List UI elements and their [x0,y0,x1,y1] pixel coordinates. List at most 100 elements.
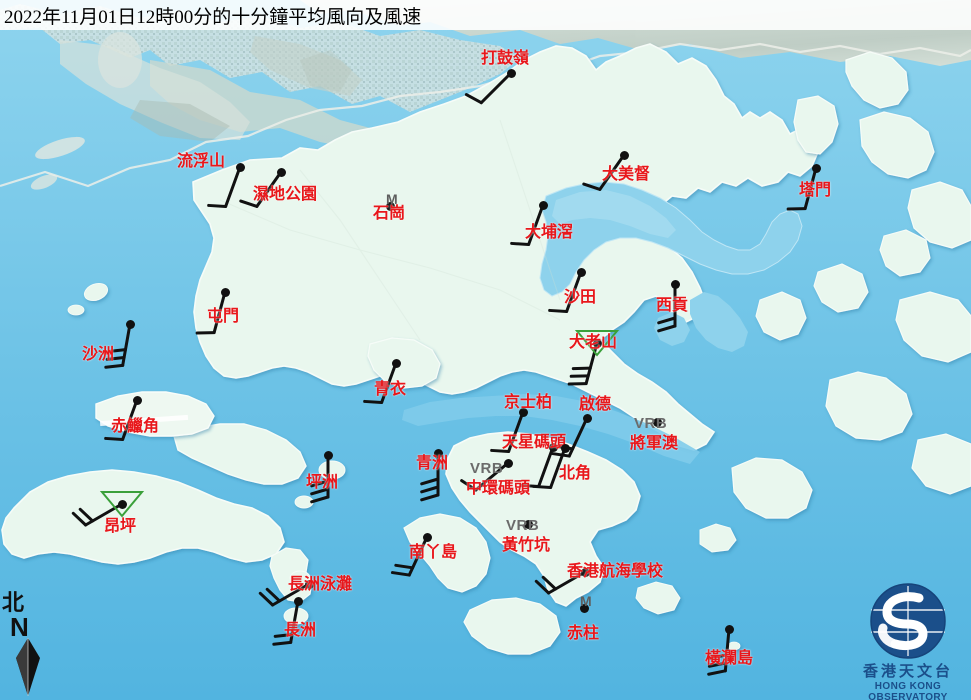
small-islands [67,51,971,655]
station-dot [391,358,401,368]
wind-barb-icon [420,451,440,502]
station-name-label: 長洲 [284,622,317,639]
station-name-label: 流浮山 [177,153,226,170]
station-dot [548,442,558,452]
wind-barb-icon [363,361,398,404]
variable-wind-label: VRB [506,517,540,534]
station-dot [724,624,734,634]
station-dot [323,450,333,460]
station-dot [579,603,589,613]
station-dot [276,167,286,177]
station-name-label: 石崗 [373,205,406,222]
station-dot [132,395,142,405]
wind-barb-icon [582,153,626,191]
wind-barb-icon [104,398,139,441]
station-name-label: 屯門 [207,308,240,325]
station-name-label: 打鼓嶺 [481,50,530,67]
station-dot [304,579,314,589]
station-name-label: 黃竹坑 [502,537,551,554]
chek-lap-kok [95,391,215,437]
station-dot [506,68,516,78]
title-bar: 2022年11月01日12時00分的十分鐘平均風向及風速 [0,0,971,30]
wind-barb-icon [390,535,429,577]
station-dot [576,267,586,277]
station-name-label: 青衣 [374,381,407,398]
station-dot [619,150,629,160]
wind-barb-icon [786,166,818,211]
station-name-label: 塔門 [799,182,832,199]
lantau-island [1,469,285,565]
wind-barb-icon [534,570,587,595]
hk-mainland [192,43,819,451]
highland-station-marker-icon [99,491,145,518]
station-dot [385,201,395,211]
variable-wind-label: VRB [634,415,668,432]
station-name-label: 將軍澳 [630,435,679,452]
missing-data-label: M [580,593,592,609]
wind-barb-icon [460,461,510,492]
station-dot [811,163,821,173]
station-name-label: 啟德 [579,396,612,413]
hko-logo: 香港天文台 HONG KONG OBSERVATORY [845,582,971,700]
station-name-label: 青洲 [416,455,449,472]
station-name-label: 赤柱 [567,625,600,642]
station-name-label: 沙田 [564,289,597,306]
station-dot [560,443,570,453]
logo-text-en: HONG KONG OBSERVATORY [868,681,948,700]
wind-barb-icon [532,446,567,489]
station-name-label: 長洲泳灘 [288,576,353,593]
station-dot [582,413,592,423]
station-dot [293,596,303,606]
station-name-label: 北角 [559,465,592,482]
station-dot [433,448,443,458]
station-name-label: 京士柏 [504,394,553,411]
compass-needle-icon [16,638,40,696]
station-dot [592,338,602,348]
station-dot [117,499,127,509]
station-name-label: 赤鱲角 [111,418,160,435]
station-dot [422,532,432,542]
logo-text-cn: 香港天文台 [862,664,953,680]
wind-barb-icon [707,627,731,676]
station-name-label: 昂坪 [104,518,137,535]
wind-barb-icon [567,341,599,386]
station-name-label: 香港航海學校 [567,563,664,580]
station-dot [523,519,533,529]
wind-barb-icon [272,599,300,646]
wind-barb-icon [548,270,583,313]
station-name-label: 大埔滘 [525,224,574,241]
wind-barb-icon [657,282,677,333]
wind-barb-icon [258,582,311,607]
station-name-label: 濕地公園 [253,186,318,203]
hko-logo-icon [870,583,946,659]
compass-north-cn: 北 [2,590,25,615]
wind-barb-icon [195,290,227,335]
station-dot [518,407,528,417]
wind-barb-icon [104,322,132,369]
wind-barb-icon [207,165,242,208]
compass-north-en: N [10,612,29,642]
missing-data-label: M [386,191,398,207]
station-name-label: 坪洲 [306,474,339,491]
station-dot [220,287,230,297]
wind-barb-icon [239,170,283,208]
station-dot [235,162,245,172]
station-dot [125,319,135,329]
variable-wind-label: VRB [470,460,504,477]
station-name-label: 天星碼頭 [502,434,567,451]
station-dot [538,200,548,210]
station-dot [580,567,590,577]
compass-rose: 北 N [2,592,62,698]
station-name-label: 中環碼頭 [466,480,531,497]
page-title: 2022年11月01日12時00分的十分鐘平均風向及風速 [4,6,422,28]
station-name-label: 橫瀾島 [705,650,754,667]
station-dot [652,417,662,427]
wind-barb-icon [310,453,330,504]
station-name-label: 西貢 [656,297,689,314]
station-dot [503,458,513,468]
wind-barb-icon [510,203,545,246]
station-name-label: 大老山 [569,334,618,351]
wind-barb-icon [490,410,525,453]
